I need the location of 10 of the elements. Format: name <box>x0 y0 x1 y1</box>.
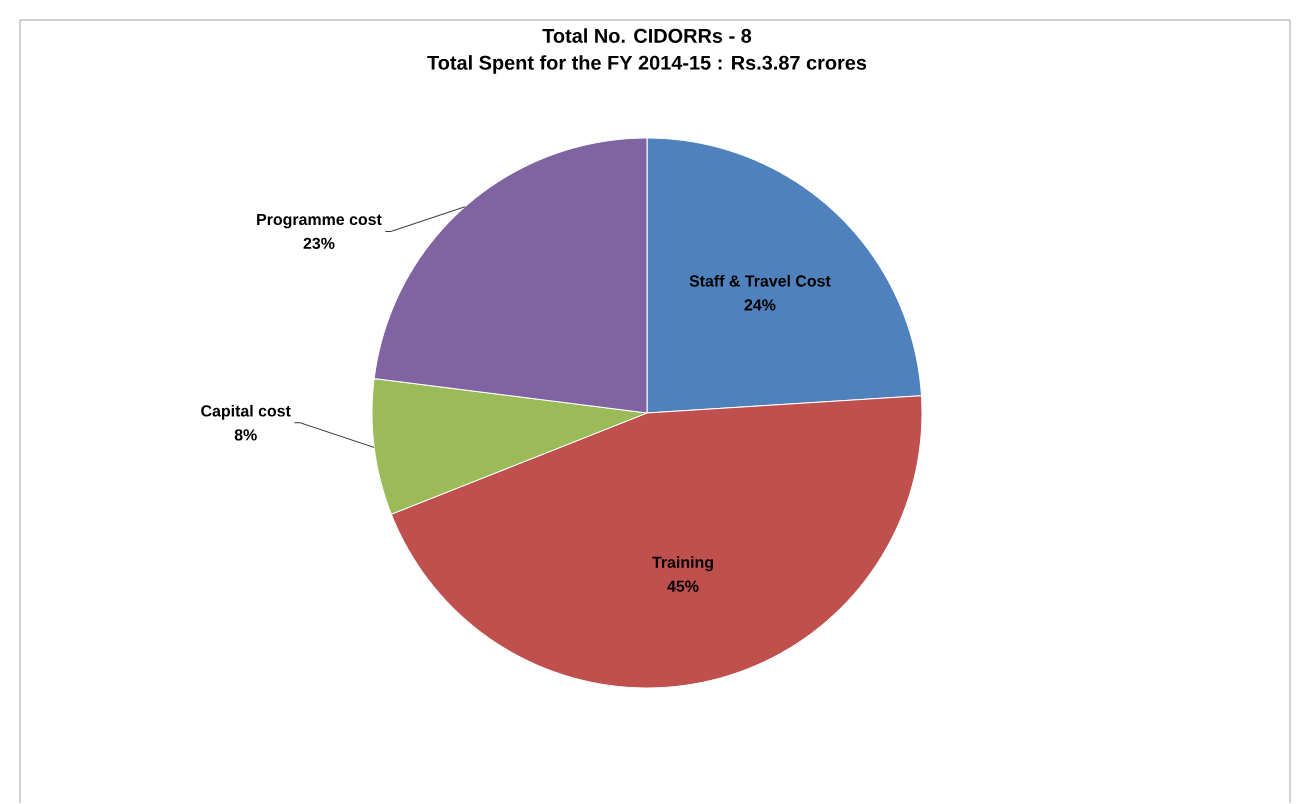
chart-subtitle: Total Spent for the FY 2014-15 : Rs.3.87 crores <box>427 55 867 74</box>
slice-label: Capital cost <box>201 405 291 421</box>
data-label: 24% <box>744 299 776 311</box>
slice-label: Staff & Travel Cost <box>689 275 831 287</box>
slice-label: Training <box>652 556 713 572</box>
data-label: 45% <box>667 580 699 593</box>
data-label: 23% <box>303 237 335 250</box>
chart-title: Total No. CIDORRs - 8 <box>542 28 752 44</box>
data-label: 8% <box>234 429 257 441</box>
slice-label: Programme cost <box>257 214 382 229</box>
